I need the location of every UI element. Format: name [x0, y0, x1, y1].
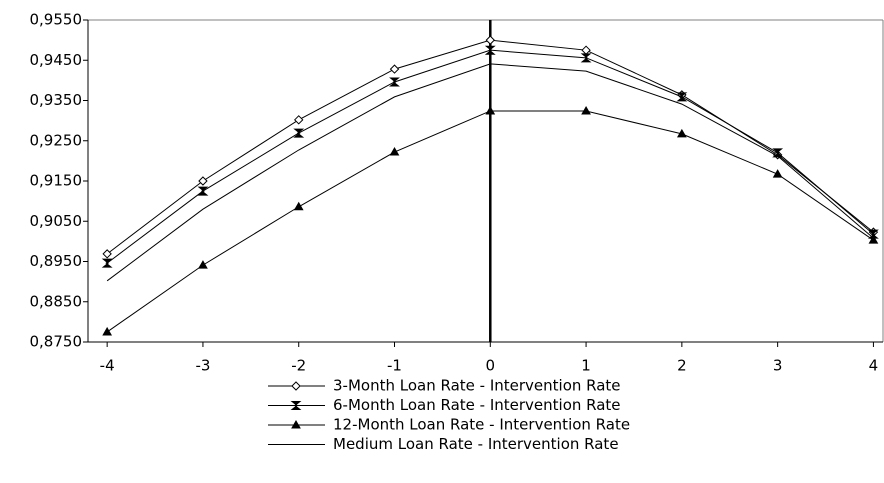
marker: [293, 201, 304, 211]
y-tick-label: 0,9150: [30, 172, 83, 190]
marker: [102, 326, 113, 336]
y-tick-label: 0,9050: [30, 212, 83, 230]
marker: [485, 35, 495, 45]
legend-marker: [291, 419, 301, 429]
marker: [676, 128, 687, 138]
marker: [581, 45, 591, 55]
marker: [293, 128, 305, 138]
y-tick-label: 0,9450: [30, 51, 83, 69]
x-tick-label: 0: [486, 357, 496, 375]
marker: [101, 258, 113, 268]
y-tick-label: 0,8850: [30, 292, 83, 310]
marker: [580, 53, 592, 63]
marker: [484, 45, 496, 55]
y-tick-label: 0,8750: [30, 333, 83, 351]
x-tick-label: 2: [677, 357, 687, 375]
y-tick-label: 0,8950: [30, 252, 83, 270]
marker: [294, 115, 304, 125]
x-tick-label: -2: [291, 357, 306, 375]
marker: [198, 176, 208, 186]
x-tick-label: -4: [100, 357, 115, 375]
x-tick-label: -1: [387, 357, 402, 375]
marker: [581, 105, 591, 115]
y-tick-label: 0,9350: [30, 91, 83, 109]
marker: [485, 105, 496, 115]
legend-marker: [291, 381, 301, 391]
marker: [102, 249, 112, 259]
marker: [389, 147, 400, 156]
y-tick-label: 0,9550: [30, 11, 83, 29]
marker: [868, 235, 879, 244]
legend-label: 12-Month Loan Rate - Intervention Rate: [333, 416, 630, 434]
x-tick-label: 3: [773, 357, 783, 375]
marker: [389, 77, 400, 87]
marker: [389, 64, 400, 74]
marker: [772, 148, 784, 158]
series-line: [106, 63, 874, 282]
x-tick-label: -3: [195, 357, 210, 375]
marker: [772, 169, 783, 178]
legend-label: Medium Loan Rate - Intervention Rate: [333, 435, 619, 453]
x-tick-label: 4: [869, 357, 879, 375]
marker: [676, 92, 688, 102]
legend-label: 3-Month Loan Rate - Intervention Rate: [333, 377, 621, 395]
marker: [198, 260, 208, 269]
x-tick-label: 1: [581, 357, 591, 375]
marker: [197, 186, 209, 196]
y-tick-label: 0,9250: [30, 131, 83, 149]
marker: [867, 229, 879, 239]
legend-label: 6-Month Loan Rate - Intervention Rate: [333, 396, 621, 414]
legend-marker: [290, 401, 302, 410]
